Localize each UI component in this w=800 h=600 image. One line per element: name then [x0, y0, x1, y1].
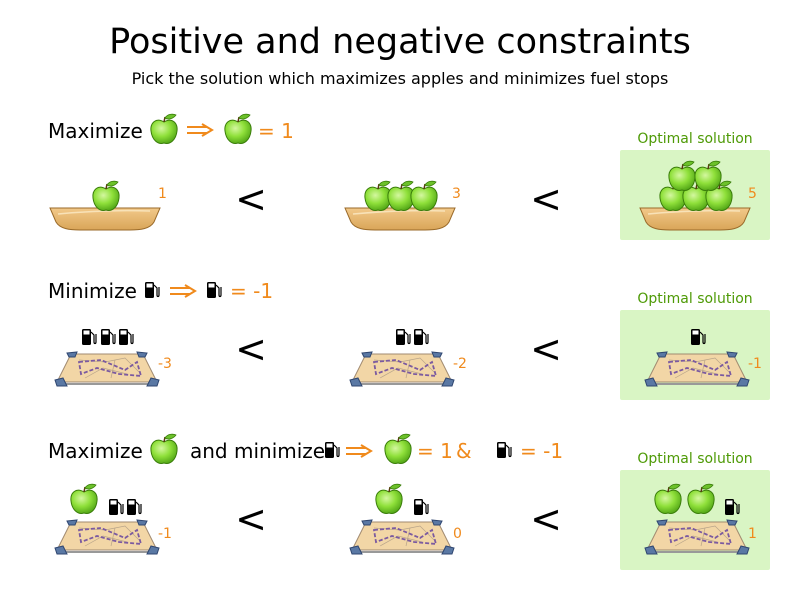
score: 1 — [748, 526, 757, 542]
map-icon — [54, 519, 160, 555]
map-icon — [644, 519, 750, 555]
row-maximize-apples: Maximize = 1 1 < 3 < Optimal solution 5 — [48, 113, 770, 240]
score: 5 — [748, 186, 757, 202]
double-arrow-icon — [169, 284, 196, 298]
row-maximize-and-minimize: Maximize and minimize = 1 & = -1 -1 < 0 … — [48, 433, 770, 570]
row-minimize-fuel: Minimize = -1 -3 < -2 < Optimal solution… — [48, 279, 770, 400]
score: -3 — [158, 356, 172, 372]
fuel-score-rule: = -1 — [520, 439, 563, 463]
score: -2 — [453, 356, 467, 372]
apple-icon — [224, 113, 252, 145]
row-label: Maximize — [48, 119, 143, 143]
double-arrow-icon — [345, 444, 372, 458]
map-icon — [349, 519, 455, 555]
less-than: < — [235, 497, 267, 541]
score: -1 — [748, 356, 762, 372]
apple-icon — [387, 180, 415, 212]
fuel-pump-icon — [413, 498, 429, 516]
less-than: < — [530, 327, 562, 371]
fuel-pump-icon — [496, 441, 512, 459]
less-than: < — [530, 497, 562, 541]
row-label: Minimize — [48, 279, 137, 303]
map-icon — [54, 351, 160, 387]
page-subtitle: Pick the solution which maximizes apples… — [132, 69, 669, 88]
score: 3 — [452, 186, 461, 202]
fruit-bowl-icon — [49, 207, 161, 231]
apple-score-rule: = 1 — [417, 439, 453, 463]
row-label: Maximize — [48, 439, 143, 463]
apple-icon — [150, 433, 178, 465]
double-arrow-icon — [186, 123, 213, 137]
apple-icon — [92, 180, 120, 212]
ampersand: & — [456, 439, 472, 463]
fuel-pump-icon — [144, 281, 160, 299]
score-rule: = 1 — [258, 119, 294, 143]
and-minimize-label: and minimize — [190, 439, 325, 463]
score-rule: = -1 — [230, 279, 273, 303]
optimal-label: Optimal solution — [637, 291, 752, 307]
fuel-pump-icon — [413, 328, 429, 346]
apple-icon — [70, 483, 98, 515]
fuel-pump-icon — [81, 328, 97, 346]
fuel-pump-icon — [206, 281, 222, 299]
fruit-bowl-icon — [344, 207, 456, 231]
less-than: < — [235, 177, 267, 221]
fuel-pump-icon — [126, 498, 142, 516]
apple-icon — [150, 113, 178, 145]
apple-icon — [375, 483, 403, 515]
map-icon — [644, 351, 750, 387]
score: -1 — [158, 526, 172, 542]
fuel-pump-icon — [118, 328, 134, 346]
fuel-pump-icon — [108, 498, 124, 516]
fuel-pump-icon — [395, 328, 411, 346]
less-than: < — [235, 327, 267, 371]
optimal-label: Optimal solution — [637, 451, 752, 467]
less-than: < — [530, 177, 562, 221]
fuel-pump-icon — [324, 441, 340, 459]
score: 1 — [158, 186, 167, 202]
score: 0 — [453, 526, 462, 542]
fuel-pump-icon — [100, 328, 116, 346]
fruit-bowl-icon — [639, 207, 751, 231]
page-title: Positive and negative constraints — [109, 22, 691, 62]
optimal-solution-box — [620, 470, 770, 570]
apple-icon — [364, 180, 392, 212]
apple-icon — [410, 180, 438, 212]
apple-icon — [384, 433, 412, 465]
map-icon — [349, 351, 455, 387]
optimal-label: Optimal solution — [637, 131, 752, 147]
